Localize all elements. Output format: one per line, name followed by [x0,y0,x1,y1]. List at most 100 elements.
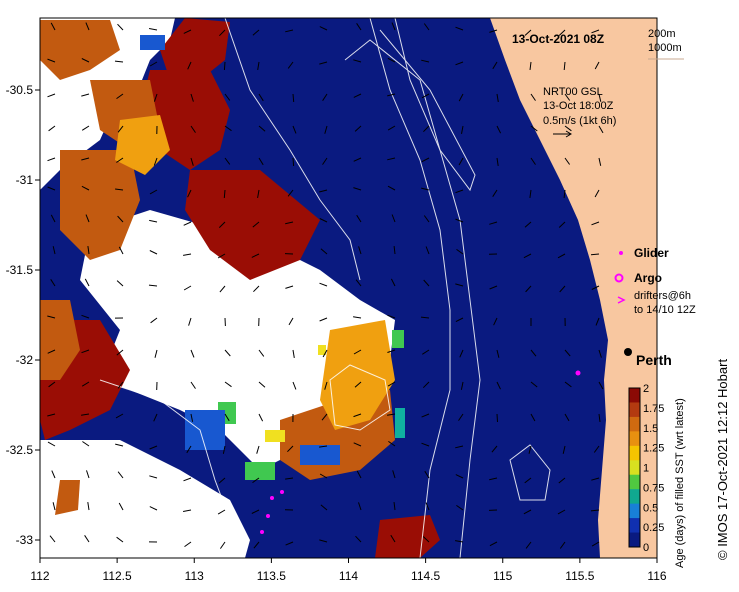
y-tick-label: -33 [16,533,34,547]
current-vector [491,445,498,453]
current-vector [252,221,260,228]
current-vector [353,157,362,162]
dark-red-patch-3 [185,170,320,280]
legend-drifters-line1: drifters@6h [634,290,691,302]
current-vector [455,189,464,194]
current-vector [222,445,226,454]
current-vector [116,93,124,100]
colorbar-swatch [629,402,640,418]
dark-red-patch-1 [160,18,230,80]
current-vector [47,186,56,191]
colorbar-swatch [629,518,640,534]
current-vector [557,253,566,259]
current-vector [187,61,192,70]
current-vector [190,413,194,422]
current-vector [496,413,498,423]
current-vector [149,475,158,479]
current-vector [183,285,192,291]
colorbar-swatch [629,474,640,490]
current-vector [422,349,430,355]
current-vectors [47,22,604,549]
current-vector [186,445,192,454]
current-vector [492,61,498,70]
x-tick-label: 113 [185,569,204,583]
current-vector [48,381,56,388]
depth-contours [99,18,551,558]
current-vector [287,445,294,453]
current-vector [257,189,260,198]
current-vector [285,477,294,480]
current-vector [150,317,158,324]
current-vector [47,157,56,162]
current-vector [324,125,328,134]
current-vector [84,535,90,543]
city-label-perth: Perth [636,352,672,368]
current-vector [49,535,56,543]
current-vector [252,29,260,36]
current-vector [558,221,566,228]
colorbar-tick-label: 1 [643,463,649,475]
legend-argo: Argo [634,271,662,285]
current-vector [455,317,464,323]
current-vector [559,541,566,549]
current-vector [258,381,266,388]
current-vector [47,441,56,447]
current-vector [387,381,396,387]
current-vector [224,157,231,165]
current-vector [319,282,328,287]
current-vector [253,541,260,549]
current-vector [52,502,56,511]
x-tick-label: 114 [339,569,358,583]
current-vector [387,349,396,353]
current-vector [558,477,566,484]
x-axis: 112 112.5 113 113.5 114 114.5 115 115.5 116 [30,558,667,583]
glider-markers [260,370,581,534]
current-vector [51,470,56,479]
contour-offshore [224,18,361,281]
current-vector [598,349,602,358]
current-vector [593,445,600,453]
current-vector [288,317,294,326]
current-vector [115,413,124,419]
current-vector [50,214,56,223]
current-vector [149,250,158,255]
current-vector [292,349,295,358]
current-vector [183,477,192,482]
current-vector [153,93,158,102]
legend-glider: Glider [634,246,669,260]
current-vector [421,187,430,191]
current-vector [87,502,90,511]
contour-bank-3 [329,364,391,431]
current-vector [287,61,294,69]
current-vector [524,477,532,484]
current-vector [85,22,90,31]
current-vector [224,413,230,422]
current-vector [358,502,362,511]
current-vector [353,187,362,191]
x-tick-label: 112.5 [103,569,132,583]
current-vector [224,381,232,388]
current-vector [115,443,124,447]
current-vector [258,413,264,422]
current-vector [489,285,498,290]
colorbar-ticks: 2 1.75 1.5 1.25 1 0.75 0.5 0.25 0 [643,383,664,554]
current-vector [355,535,362,543]
current-vector [455,218,464,223]
current-vector [424,470,430,479]
current-vector [529,189,532,198]
contour-bank-2 [509,444,551,501]
current-vector [591,285,600,290]
current-vector [591,29,600,34]
current-vector [523,509,532,515]
current-vector [257,61,260,70]
current-vector [358,246,362,255]
current-vector [223,189,226,199]
current-vector [116,280,124,287]
current-vector [81,125,90,131]
drifter-legend-icon [617,296,626,304]
current-vector [84,278,90,287]
current-vector [322,157,328,165]
current-vector [114,60,124,63]
current-vector [184,541,192,548]
current-vector [422,536,430,543]
